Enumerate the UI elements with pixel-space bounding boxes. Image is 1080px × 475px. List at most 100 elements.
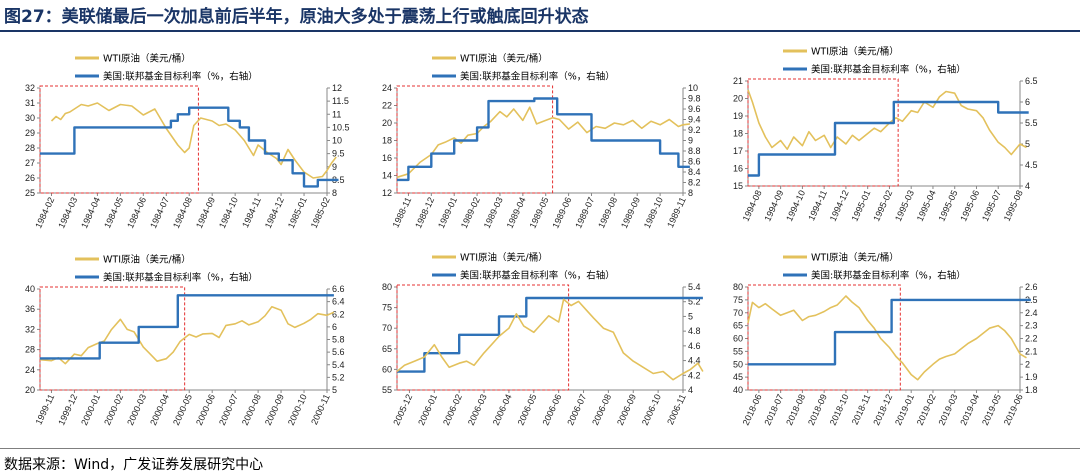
x-tick-label: 1988-12 xyxy=(413,196,436,230)
wti-price-line xyxy=(747,89,1027,156)
highlight-window xyxy=(747,284,901,391)
legend-wti-label: WTI原油（美元/桶） xyxy=(811,46,899,58)
right-tick-label: 8.6 xyxy=(688,157,701,167)
right-tick-label: 4.5 xyxy=(1025,160,1038,170)
x-tick-label: 1989-09 xyxy=(619,196,642,230)
legend-fed-label: 美国:联邦基金目标利率（%，右轴） xyxy=(811,270,966,282)
left-tick-label: 40 xyxy=(25,284,35,294)
left-tick-label: 60 xyxy=(382,364,392,374)
x-tick-label: 1985-01 xyxy=(286,196,309,230)
left-tick-label: 19 xyxy=(733,111,743,121)
x-tick-label: 1989-05 xyxy=(528,196,551,230)
x-tick-label: 1989-08 xyxy=(596,196,619,230)
right-tick-label: 5.5 xyxy=(1025,118,1038,128)
left-tick-label: 21 xyxy=(733,76,743,86)
right-tick-label: 5 xyxy=(688,311,693,321)
left-tick-label: 75 xyxy=(382,303,392,313)
x-tick-label: 1989-04 xyxy=(505,196,528,230)
x-tick-label: 1984-09 xyxy=(194,196,217,230)
right-tick-label: 1.9 xyxy=(1025,372,1038,382)
legend-wti-label: WTI原油（美元/桶） xyxy=(460,53,548,65)
left-tick-label: 32 xyxy=(25,83,35,93)
right-tick-label: 6 xyxy=(1025,97,1030,107)
x-tick-label: 1989-01 xyxy=(436,196,459,230)
right-tick-label: 12 xyxy=(332,83,342,93)
x-tick-label: 1999-11 xyxy=(34,393,57,427)
x-tick-label: 1995-04 xyxy=(915,189,938,223)
right-tick-label: 9.4 xyxy=(688,115,701,125)
fed-rate-line xyxy=(40,106,339,188)
right-tick-label: 8.4 xyxy=(688,167,701,177)
right-tick-label: 6.2 xyxy=(332,309,345,319)
wti-price-line xyxy=(747,295,1027,381)
x-tick-label: 1984-02 xyxy=(33,196,56,230)
left-tick-label: 29 xyxy=(25,128,35,138)
left-tick-label: 45 xyxy=(733,372,743,382)
x-tick-label: 2006-06 xyxy=(540,393,563,427)
left-tick-label: 70 xyxy=(382,323,392,333)
right-tick-label: 5.4 xyxy=(332,360,345,370)
x-tick-label: 2018-06 xyxy=(741,393,764,427)
left-tick-label: 28 xyxy=(25,143,35,153)
x-tick-label: 1999-12 xyxy=(56,393,79,427)
x-tick-label: 2018-10 xyxy=(828,393,851,427)
legend-fed-label: 美国:联邦基金目标利率（%，右轴） xyxy=(460,71,615,83)
x-tick-label: 2000-09 xyxy=(263,393,286,427)
left-tick-label: 30 xyxy=(25,113,35,123)
x-tick-label: 1989-10 xyxy=(642,196,665,230)
x-tick-label: 2000-02 xyxy=(102,393,125,427)
right-tick-label: 2.5 xyxy=(1025,295,1038,305)
right-tick-label: 2.2 xyxy=(1025,334,1038,344)
chart-panel-5: WTI原油（美元/桶） 美国:联邦基金目标利率（%，右轴） 55 60 65 70 75 80… xyxy=(382,252,704,427)
right-tick-label: 4 xyxy=(688,385,693,395)
right-tick-label: 5.6 xyxy=(332,347,345,357)
x-tick-label: 2000-05 xyxy=(171,393,194,427)
right-tick-label: 5 xyxy=(332,385,337,395)
highlight-window xyxy=(747,78,899,187)
left-tick-label: 27 xyxy=(25,158,35,168)
x-tick-label: 2000-10 xyxy=(286,393,309,427)
chart-panel-4: WTI原油（美元/桶） 美国:联邦基金目标利率（%，右轴） 20 24 28 32 36 40… xyxy=(25,254,345,427)
wti-price-line xyxy=(396,298,704,381)
title-divider xyxy=(0,30,1080,32)
right-tick-label: 2.3 xyxy=(1025,321,1038,331)
legend-fed-label: 美国:联邦基金目标利率（%，右轴） xyxy=(103,71,258,83)
right-tick-label: 10 xyxy=(688,83,698,93)
left-tick-label: 80 xyxy=(382,282,392,292)
x-tick-label: 1984-11 xyxy=(240,196,263,230)
x-tick-label: 1994-10 xyxy=(784,189,807,223)
left-tick-label: 60 xyxy=(733,334,743,344)
right-tick-label: 9.2 xyxy=(688,125,701,135)
right-tick-label: 11 xyxy=(332,109,341,119)
x-tick-label: 1984-12 xyxy=(263,196,286,230)
chart-panel-3: WTI原油（美元/桶） 美国:联邦基金目标利率（%，右轴） 15 16 17 18 19 20… xyxy=(733,46,1038,223)
x-tick-label: 2006-05 xyxy=(516,393,539,427)
legend-wti-label: WTI原油（美元/桶） xyxy=(103,254,191,266)
left-tick-label: 70 xyxy=(733,308,743,318)
x-tick-label: 1989-02 xyxy=(459,196,482,230)
source-note: 数据来源：Wind，广发证券发展研究中心 xyxy=(4,457,264,473)
charts-grid: WTI原油（美元/桶）美国:联邦基金目标利率（%，右轴）252627282930… xyxy=(25,46,1038,427)
x-tick-label: 1984-10 xyxy=(217,196,240,230)
x-tick-label: 2018-09 xyxy=(806,393,829,427)
x-tick-label: 2006-07 xyxy=(565,393,588,427)
fed-rate-line xyxy=(397,97,690,182)
left-tick-label: 16 xyxy=(733,164,743,174)
fed-rate-line xyxy=(397,296,703,373)
x-tick-label: 2019-02 xyxy=(915,393,938,427)
highlight-window xyxy=(39,85,199,194)
x-tick-label: 1984-07 xyxy=(148,196,171,230)
right-tick-label: 5.4 xyxy=(688,282,701,292)
x-tick-label: 2006-10 xyxy=(640,393,663,427)
x-tick-label: 2000-06 xyxy=(194,393,217,427)
x-tick-label: 1994-08 xyxy=(741,189,764,223)
chart-panel-1: WTI原油（美元/桶） 美国:联邦基金目标利率（%，右轴） 25 26 27 28 29 30… xyxy=(25,53,350,230)
right-tick-label: 4.4 xyxy=(688,356,701,366)
left-tick-label: 20 xyxy=(382,118,392,128)
x-tick-label: 2000-08 xyxy=(240,393,263,427)
x-tick-label: 1984-04 xyxy=(79,196,102,230)
x-tick-label: 2006-09 xyxy=(615,393,638,427)
x-tick-label: 1995-03 xyxy=(893,189,916,223)
x-tick-label: 2006-02 xyxy=(441,393,464,427)
legend-fed-label: 美国:联邦基金目标利率（%，右轴） xyxy=(103,272,258,284)
